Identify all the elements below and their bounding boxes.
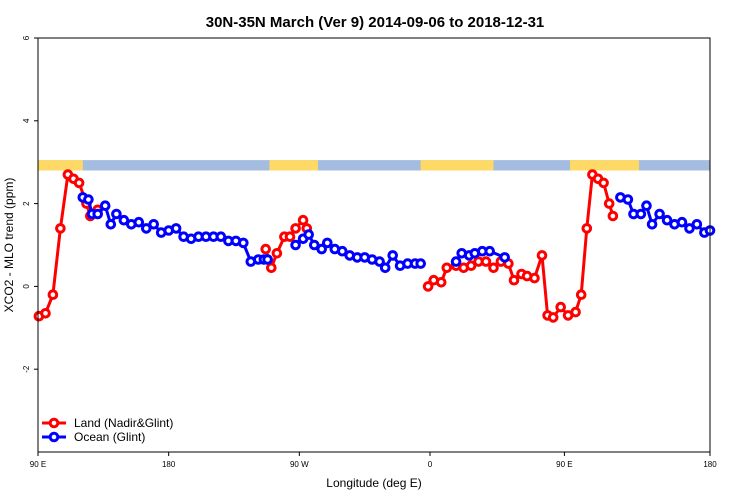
legend: Land (Nadir&Glint) Ocean (Glint) xyxy=(42,416,173,444)
series-1-point xyxy=(322,237,333,249)
land-band-1 xyxy=(269,160,318,171)
series-0-point xyxy=(266,262,277,274)
series-0-point xyxy=(607,210,619,222)
series-0-point xyxy=(465,260,477,272)
series-1-point xyxy=(374,256,385,267)
series-1-point xyxy=(111,208,122,220)
series-1-point xyxy=(387,250,399,261)
series-1-point xyxy=(450,256,462,267)
series-1-point xyxy=(148,219,159,230)
series-0-point xyxy=(290,223,301,234)
x-tick-label: 90 E xyxy=(30,460,46,469)
chart-title: 30N-35N March (Ver 9) 2014-09-06 to 2018… xyxy=(206,14,545,31)
series-0-point xyxy=(284,231,296,242)
series-1-point xyxy=(316,243,328,255)
series-0-point xyxy=(40,308,51,319)
series-0-point xyxy=(73,177,85,189)
x-tick-label: 90 W xyxy=(290,460,309,469)
y-tick-label: 2 xyxy=(22,201,31,206)
y-tick-label: 0 xyxy=(22,284,31,289)
legend-item-ocean: Ocean (Glint) xyxy=(42,430,145,444)
series-0-point xyxy=(529,272,540,284)
x-tick-label: 0 xyxy=(428,460,433,469)
series-1 xyxy=(77,192,716,274)
legend-item-land: Land (Nadir&Glint) xyxy=(42,416,173,430)
y-axis-label: XCO2 - MLO trend (ppm) xyxy=(2,178,16,313)
series-0-point xyxy=(297,214,309,226)
ocean-band xyxy=(38,160,710,171)
series-1-point xyxy=(635,208,647,220)
legend-land-marker xyxy=(48,417,60,429)
series-0-point xyxy=(555,301,567,313)
land-band-0 xyxy=(38,160,83,171)
series-1-point xyxy=(83,194,94,205)
y-tick-label: 6 xyxy=(22,35,31,40)
series-0-point xyxy=(47,289,59,301)
series-1-point xyxy=(99,200,111,211)
legend-ocean-label: Ocean (Glint) xyxy=(74,430,145,444)
series-1-point xyxy=(654,208,665,220)
legend-ocean-marker xyxy=(48,431,60,443)
land-band-3 xyxy=(570,160,640,171)
series-1-point xyxy=(379,262,391,274)
series-1-point xyxy=(105,219,117,230)
series-1-point xyxy=(303,229,315,240)
series-1-point xyxy=(238,237,249,249)
series-0-point xyxy=(271,248,283,259)
series-0-point xyxy=(536,250,548,261)
series-0-point xyxy=(581,223,593,234)
series-1-point xyxy=(118,214,130,226)
series-1-point xyxy=(141,223,152,234)
legend-land-label: Land (Nadir&Glint) xyxy=(74,416,173,430)
series-1-point xyxy=(691,219,703,230)
series-0-point xyxy=(260,243,272,255)
series-1-point xyxy=(684,223,695,234)
series-0-point xyxy=(570,306,581,318)
series-0 xyxy=(33,169,619,323)
series-1-point xyxy=(415,258,427,269)
x-axis: 90 E 180 90 W 0 90 E 180 xyxy=(30,452,717,469)
x-tick-label: 180 xyxy=(162,460,176,469)
y-tick-label: -2 xyxy=(22,365,31,373)
series-0-point xyxy=(435,277,447,288)
series-0-point xyxy=(547,312,559,323)
series-0-point xyxy=(508,274,520,286)
series-1-point xyxy=(215,231,227,242)
series-0-point xyxy=(575,289,587,301)
series-1-point xyxy=(641,200,652,211)
series-0-point xyxy=(55,223,66,234)
x-tick-label: 180 xyxy=(703,460,717,469)
series-1-point xyxy=(309,239,320,251)
series-1-point xyxy=(262,254,273,265)
series-layer xyxy=(33,169,716,323)
series-0-point xyxy=(488,262,499,274)
series-1-point xyxy=(622,194,634,205)
series-0-point xyxy=(598,177,609,189)
series-1-point xyxy=(661,214,673,226)
series-0-point xyxy=(422,281,434,292)
series-1-point xyxy=(170,223,182,234)
series-0-point xyxy=(441,262,453,274)
land-band-2 xyxy=(420,160,494,171)
plot-frame xyxy=(37,37,711,453)
x-axis-label: Longitude (deg E) xyxy=(326,476,421,490)
series-1-point xyxy=(92,208,103,220)
series-1-point xyxy=(499,252,511,263)
series-1-point xyxy=(484,245,496,257)
series-0-point xyxy=(603,198,615,209)
series-1-point xyxy=(676,216,688,228)
series-1-point xyxy=(133,216,145,228)
series-1-point xyxy=(290,239,301,251)
land-ocean-mask xyxy=(38,160,710,171)
y-axis: -2 0 2 4 6 xyxy=(22,35,38,373)
y-tick-label: 4 xyxy=(22,118,31,123)
series-1-point xyxy=(646,219,658,230)
x-tick-label: 90 E xyxy=(556,460,572,469)
series-0-point xyxy=(480,256,492,267)
series-1-point xyxy=(337,245,348,257)
